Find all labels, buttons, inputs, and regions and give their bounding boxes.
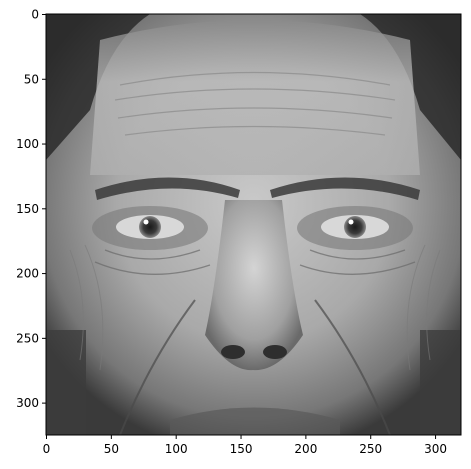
axes-frame (45, 13, 462, 436)
y-tick-label: 250 (16, 331, 39, 345)
x-axis: 0 50 100 150 200 250 300 (43, 435, 447, 456)
y-tick-label: 0 (31, 8, 39, 22)
y-tick-label: 100 (16, 137, 39, 151)
y-tick-label: 50 (24, 72, 39, 86)
x-tick-label: 100 (165, 442, 188, 456)
x-tick-label: 50 (104, 442, 119, 456)
y-tick-label: 300 (16, 396, 39, 410)
face-photo (46, 14, 461, 435)
y-axis: 0 50 100 150 200 250 300 (16, 8, 46, 410)
x-tick-label: 150 (230, 442, 253, 456)
y-tick-label: 150 (16, 202, 39, 216)
x-tick-label: 200 (294, 442, 317, 456)
x-tick-label: 300 (424, 442, 447, 456)
y-tick-label: 200 (16, 267, 39, 281)
x-tick-label: 0 (43, 442, 51, 456)
x-tick-label: 250 (359, 442, 382, 456)
